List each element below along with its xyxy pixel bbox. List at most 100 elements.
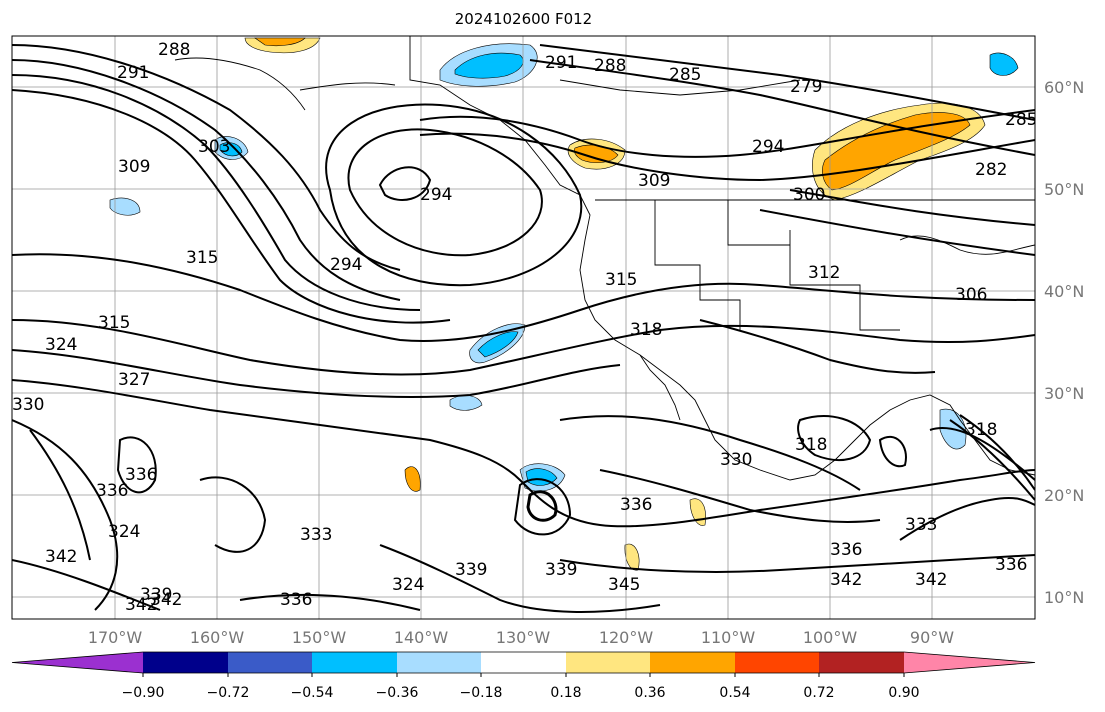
- contour-label: 330: [720, 450, 752, 470]
- colorbar-segment: [397, 652, 481, 673]
- contour-label: 312: [808, 263, 840, 283]
- contour-label: 318: [965, 420, 997, 440]
- latitude-label: 50°N: [1044, 180, 1084, 199]
- shade-positive-small3: [404, 466, 421, 492]
- coastlines: [174, 36, 1035, 481]
- contour-label: 336: [830, 540, 862, 560]
- colorbar-tick-label: −0.18: [460, 685, 503, 701]
- shade-negative-mid-core: [477, 331, 519, 358]
- contour-label: 318: [795, 435, 827, 455]
- colorbar-segment: [481, 652, 566, 673]
- contour-label: 315: [605, 270, 637, 290]
- colorbar-segment: [735, 652, 819, 673]
- map-border: [11, 35, 1036, 620]
- contour-label: 339: [140, 585, 172, 605]
- longitude-axis: 170°W 160°W 150°W 140°W 130°W 120°W 110°…: [88, 628, 954, 647]
- contour-label: 333: [905, 515, 937, 535]
- contour-label: 315: [98, 313, 130, 333]
- colorbar-tick-label: −0.54: [291, 685, 334, 701]
- colorbar-extend-min: [12, 652, 143, 673]
- shade-negative-gulf-core: [454, 52, 524, 79]
- colorbar-tick-label: 0.36: [634, 685, 665, 701]
- latitude-label: 60°N: [1044, 78, 1084, 97]
- contour-label: 345: [608, 575, 640, 595]
- colorbar-tick-label: −0.90: [122, 685, 165, 701]
- latitude-label: 40°N: [1044, 282, 1084, 301]
- shade-negative-small2: [109, 197, 141, 216]
- shade-negative-ne: [989, 52, 1019, 76]
- colorbar: [11, 651, 1036, 677]
- contour-label: 309: [118, 157, 150, 177]
- contour-label: 342: [45, 547, 77, 567]
- contour-label: 288: [594, 56, 626, 76]
- longitude-label: 110°W: [701, 628, 756, 647]
- colorbar-tick-label: −0.72: [207, 685, 250, 701]
- contour-label: 336: [620, 495, 652, 515]
- contour-label-group: 288 291 288 285 279 285 291 309 303 294 …: [12, 40, 1037, 615]
- colorbar-segment: [312, 652, 397, 673]
- colorbar-tick-label: −0.36: [376, 685, 419, 701]
- contour-label: 336: [125, 465, 157, 485]
- contour-lines: [12, 44, 1035, 613]
- longitude-label: 100°W: [803, 628, 858, 647]
- colorbar-segment: [566, 652, 650, 673]
- contour-label: 306: [955, 285, 987, 305]
- latitude-label: 30°N: [1044, 384, 1084, 403]
- contour-label: 294: [420, 185, 452, 205]
- contour-label: 324: [392, 575, 424, 595]
- contour-label: 300: [793, 185, 825, 205]
- contour-label: 327: [118, 370, 150, 390]
- latitude-axis: 60°N 50°N 40°N 30°N 20°N 10°N: [1044, 78, 1084, 607]
- contour-label: 336: [280, 590, 312, 610]
- latitude-label: 10°N: [1044, 588, 1084, 607]
- colorbar-segment: [143, 652, 228, 673]
- colorbar-tick-label: 0.54: [719, 685, 750, 701]
- contour-label: 318: [630, 320, 662, 340]
- longitude-label: 130°W: [496, 628, 551, 647]
- contour-label: 288: [158, 40, 190, 60]
- contour-label: 282: [975, 160, 1007, 180]
- colorbar-tick-labels: −0.90 −0.72 −0.54 −0.36 −0.18 0.18 0.36 …: [122, 685, 920, 701]
- colorbar-segment: [228, 652, 312, 673]
- contour-label: 285: [1005, 110, 1037, 130]
- colorbar-tick-label: 0.72: [803, 685, 834, 701]
- contour-label: 339: [545, 560, 577, 580]
- contour-label: 279: [790, 77, 822, 97]
- longitude-label: 160°W: [190, 628, 245, 647]
- contour-label: 330: [12, 395, 44, 415]
- longitude-label: 150°W: [292, 628, 347, 647]
- contour-label: 342: [150, 590, 182, 610]
- contour-label: 303: [198, 137, 230, 157]
- contour-label: 336: [96, 481, 128, 501]
- longitude-label: 170°W: [88, 628, 143, 647]
- colorbar-extend-max: [904, 652, 1035, 673]
- contour-label: 294: [330, 255, 362, 275]
- contour-label: 315: [186, 248, 218, 268]
- shade-positive-north-core: [254, 37, 306, 47]
- colorbar-tick-label: 0.90: [888, 685, 919, 701]
- contour-label: 324: [108, 522, 140, 542]
- contour-label: 339: [455, 560, 487, 580]
- contour-label: 309: [638, 171, 670, 191]
- contour-label: 324: [45, 335, 77, 355]
- contour-label: 342: [830, 570, 862, 590]
- contour-label: 342: [125, 595, 157, 615]
- colorbar-tick-label: 0.18: [550, 685, 581, 701]
- contour-label: 291: [545, 53, 577, 73]
- contour-label: 294: [752, 137, 784, 157]
- longitude-label: 90°W: [910, 628, 954, 647]
- contour-label: 291: [117, 63, 149, 83]
- longitude-label: 140°W: [394, 628, 449, 647]
- colorbar-segment: [819, 652, 904, 673]
- map-title: 2024102600 F012: [454, 10, 593, 28]
- colorbar-segment: [650, 652, 735, 673]
- gridlines: [12, 36, 1035, 619]
- longitude-label: 120°W: [599, 628, 654, 647]
- contour-label: 333: [300, 525, 332, 545]
- latitude-label: 20°N: [1044, 486, 1084, 505]
- shaded-fields: [109, 37, 1019, 571]
- contour-label: 336: [995, 555, 1027, 575]
- contour-label: 342: [915, 570, 947, 590]
- contour-label: 285: [669, 65, 701, 85]
